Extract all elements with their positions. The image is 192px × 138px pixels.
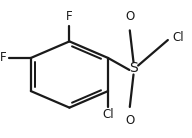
Text: F: F [0,51,7,64]
Text: O: O [125,114,134,127]
Text: Cl: Cl [102,108,114,121]
Text: Cl: Cl [172,31,184,44]
Text: S: S [129,61,138,75]
Text: O: O [125,10,134,23]
Text: F: F [66,10,73,23]
